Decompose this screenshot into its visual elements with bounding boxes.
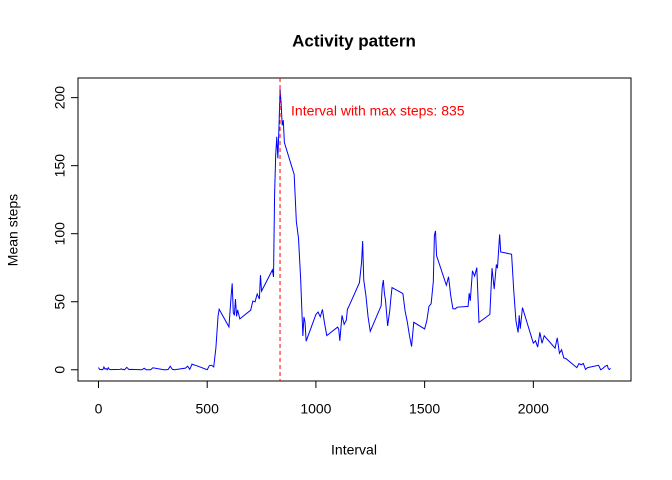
y-axis-label: Mean steps [5,194,21,266]
x-tick-label: 500 [196,401,220,417]
data-line [98,89,611,371]
y-tick-label: 200 [52,86,68,110]
plot-frame [77,77,632,382]
x-tick-label: 2000 [518,401,549,417]
y-tick-label: 50 [52,294,68,310]
chart-title: Activity pattern [292,31,416,50]
x-tick-label: 0 [95,401,103,417]
y-tick-label: 0 [52,366,68,374]
y-tick-label: 100 [52,222,68,246]
x-axis-label: Interval [331,442,377,458]
x-tick-label: 1000 [300,401,331,417]
x-tick-label: 1500 [409,401,440,417]
y-tick-label: 150 [52,154,68,178]
annotation: Interval with max steps: 835 [291,103,465,119]
